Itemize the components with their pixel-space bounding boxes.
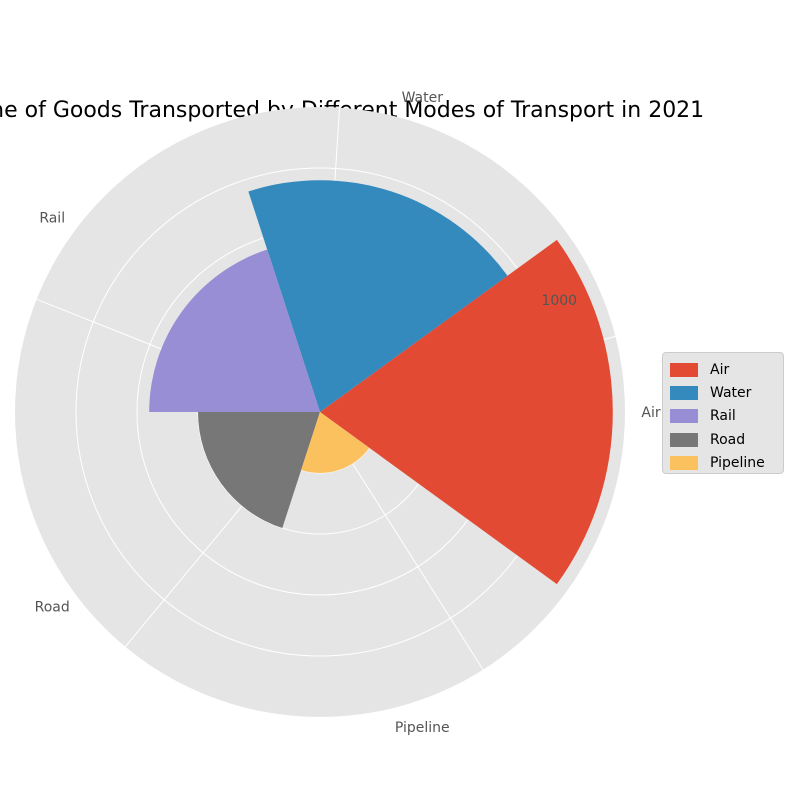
legend-label-pipeline: Pipeline (710, 455, 765, 472)
category-label-road: Road (35, 600, 70, 616)
legend-label-water: Water (710, 385, 752, 402)
legend-item-water: Water (670, 381, 783, 404)
legend-swatch-water (670, 386, 698, 401)
legend-item-road: Road (670, 428, 783, 451)
wedge-water (248, 180, 508, 412)
legend-swatch-air (670, 362, 698, 377)
legend-item-pipeline: Pipeline (670, 452, 783, 475)
category-label-water: Water (402, 90, 444, 106)
wedge-pipeline (301, 412, 370, 473)
legend-label-road: Road (710, 431, 746, 448)
category-label-air: Air (641, 405, 660, 421)
legend-label-rail: Rail (710, 408, 736, 425)
legend-label-air: Air (710, 361, 730, 378)
legend-item-air: Air (670, 358, 783, 381)
legend-swatch-rail (670, 409, 698, 424)
radial-tick-label: 1000 (541, 293, 577, 309)
legend-item-rail: Rail (670, 405, 783, 428)
wedge-air (320, 239, 613, 585)
chart-legend: Air Water Rail Road Pipeline (662, 352, 784, 474)
legend-swatch-road (670, 432, 698, 447)
wedge-rail (149, 249, 320, 412)
category-label-pipeline: Pipeline (395, 720, 450, 736)
legend-swatch-pipeline (670, 456, 698, 471)
wedge-road (198, 412, 320, 529)
category-label-rail: Rail (39, 210, 65, 226)
